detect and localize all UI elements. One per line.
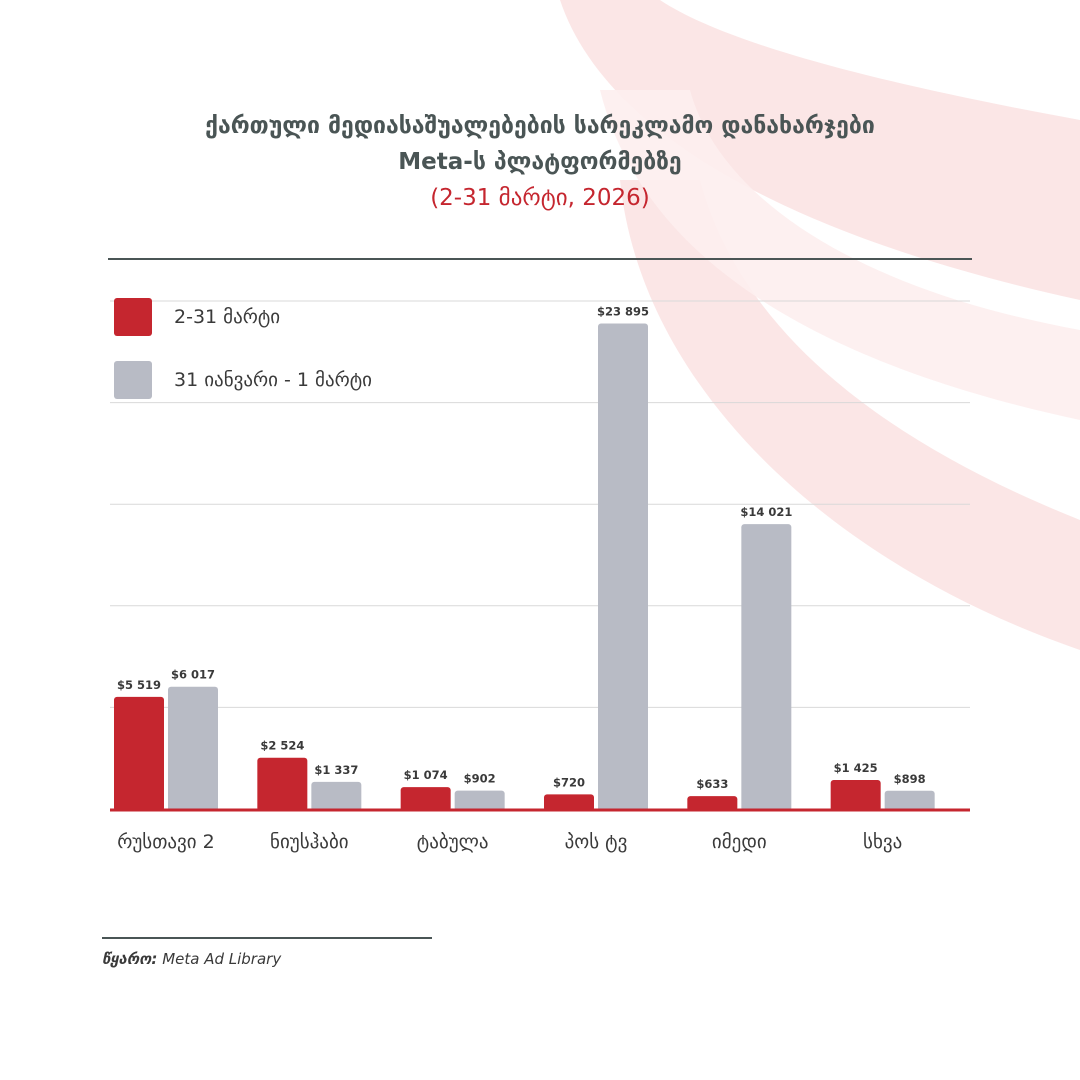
chart-title-line1: ქართული მედიასაშუალებების სარეკლამო დანა… bbox=[205, 113, 875, 139]
data-label: $5 519 bbox=[117, 678, 161, 692]
swoosh-band-middle bbox=[600, 90, 1080, 420]
bar-previous bbox=[884, 790, 935, 811]
axis-layer: რუსთავი 2 ნიუსჰაბი ტაბულა პოს ტვ იმედი სხვა bbox=[110, 808, 970, 853]
category-label: ტაბულა bbox=[417, 831, 489, 853]
data-label: $6 017 bbox=[171, 668, 215, 682]
source-note: წყარო: Meta Ad Library bbox=[102, 950, 281, 968]
data-label: $1 337 bbox=[314, 763, 358, 777]
bar-current bbox=[544, 794, 594, 811]
bar-current bbox=[114, 696, 164, 811]
category-label: იმედი bbox=[712, 831, 767, 853]
category-label: სხვა bbox=[863, 831, 902, 853]
swoosh-band-lower bbox=[620, 180, 1080, 650]
data-label: $633 bbox=[696, 777, 728, 791]
bar-current bbox=[830, 780, 881, 811]
data-label: $2 524 bbox=[260, 739, 304, 753]
legend-item-current: 2-31 მარტი bbox=[114, 298, 280, 336]
category-label: რუსთავი 2 bbox=[117, 831, 215, 853]
bar-previous bbox=[598, 323, 648, 811]
bar-current bbox=[400, 787, 451, 811]
data-label: $1 074 bbox=[404, 768, 448, 782]
data-label: $902 bbox=[464, 772, 496, 786]
data-label: $14 021 bbox=[740, 505, 792, 519]
swoosh-band-upper bbox=[560, 0, 1080, 300]
legend-label-current: 2-31 მარტი bbox=[174, 306, 281, 328]
data-label: $23 895 bbox=[597, 304, 649, 318]
chart-period: (2-31 მარტი, 2026) bbox=[430, 185, 650, 211]
bar-previous bbox=[311, 781, 362, 811]
data-label: $720 bbox=[553, 775, 585, 789]
data-label: $1 425 bbox=[834, 761, 878, 775]
legend-swatch-previous bbox=[114, 361, 152, 399]
legend-swatch-current bbox=[114, 298, 152, 336]
category-label: პოს ტვ bbox=[565, 831, 628, 853]
source-divider bbox=[102, 937, 432, 939]
bar-previous bbox=[454, 790, 505, 811]
title-divider bbox=[108, 258, 972, 260]
bars-layer bbox=[114, 323, 935, 811]
source-text: Meta Ad Library bbox=[162, 950, 282, 968]
bar-current bbox=[257, 757, 308, 811]
legend-label-previous: 31 იანვარი - 1 მარტი bbox=[174, 369, 372, 391]
title-block: ქართული მედიასაშუალებების სარეკლამო დანა… bbox=[0, 108, 1080, 216]
labels-layer: $5 519 $6 017 $2 524 $1 337 $1 074 $902 $720 $2… bbox=[117, 304, 926, 791]
source-label: წყარო: bbox=[102, 950, 158, 968]
bar-current bbox=[687, 796, 738, 811]
grid-layer bbox=[110, 300, 970, 708]
category-label: ნიუსჰაბი bbox=[270, 831, 349, 853]
chart-title-line2: Meta-ს პლატფორმებზე bbox=[398, 149, 682, 175]
bar-previous bbox=[168, 686, 218, 811]
bar-previous bbox=[741, 524, 792, 811]
legend-item-previous: 31 იანვარი - 1 მარტი bbox=[114, 361, 372, 399]
data-label: $898 bbox=[894, 772, 926, 786]
